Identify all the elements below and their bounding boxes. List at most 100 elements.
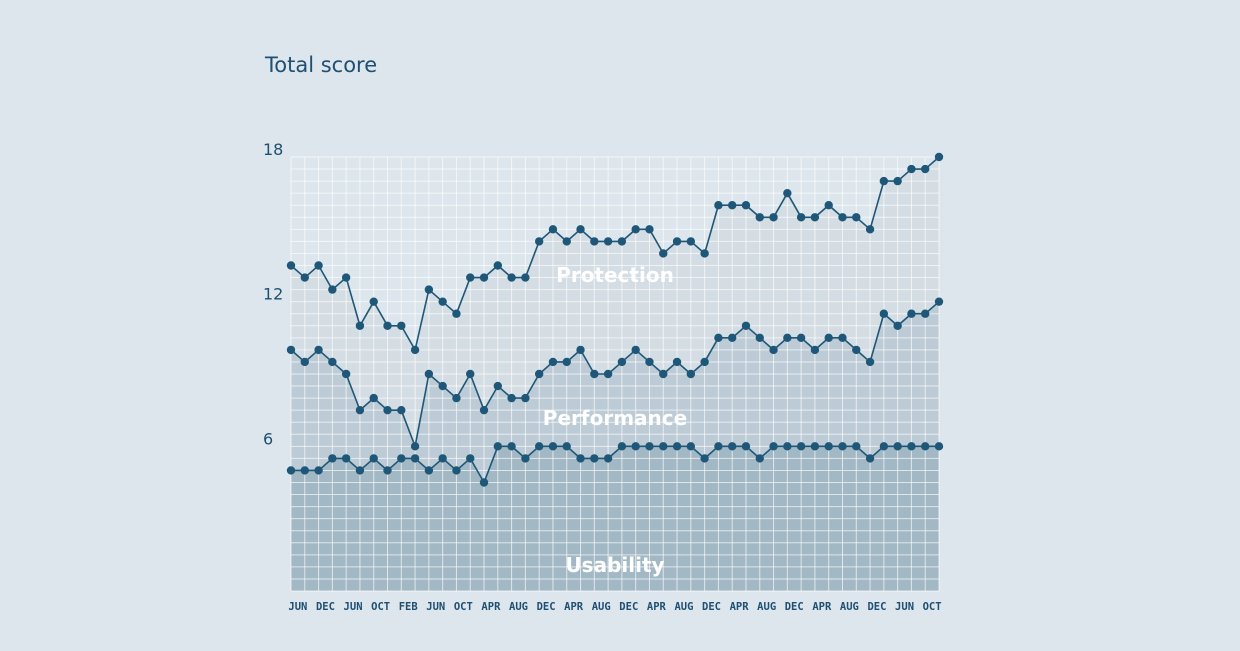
point-usability <box>548 442 558 451</box>
x-tick-label: JUN <box>344 601 363 613</box>
x-tick-label: APR <box>481 601 501 613</box>
band-labels: Protection Performance Usability <box>543 263 687 577</box>
point-performance <box>921 309 930 318</box>
point-usability <box>410 454 420 463</box>
x-tick-label: AUG <box>840 601 859 613</box>
point-performance <box>341 369 351 379</box>
point-usability <box>466 454 475 463</box>
y-tick-label: 6 <box>263 429 273 448</box>
point-performance <box>852 345 861 355</box>
point-performance <box>645 357 654 367</box>
point-usability <box>603 454 613 463</box>
point-usability <box>328 454 337 463</box>
point-usability <box>852 442 861 451</box>
point-protection <box>755 213 764 222</box>
point-protection <box>921 164 930 174</box>
point-performance <box>410 442 420 451</box>
point-protection <box>383 321 392 330</box>
point-usability <box>659 442 668 451</box>
point-performance <box>493 381 503 391</box>
point-performance <box>907 309 916 318</box>
point-usability <box>576 454 585 463</box>
point-performance <box>534 369 544 379</box>
point-performance <box>328 357 337 367</box>
point-usability <box>879 442 889 451</box>
point-performance <box>783 333 792 343</box>
point-usability <box>824 442 833 451</box>
point-protection <box>686 237 696 246</box>
point-performance <box>300 357 309 367</box>
point-protection <box>838 213 847 222</box>
point-performance <box>369 393 378 403</box>
point-performance <box>934 297 944 306</box>
point-usability <box>424 466 434 475</box>
point-usability <box>562 442 571 451</box>
point-usability <box>700 454 709 463</box>
x-tick-label: FEB <box>399 601 418 613</box>
point-protection <box>507 273 516 282</box>
point-protection <box>714 201 723 210</box>
point-usability <box>631 442 640 451</box>
point-protection <box>617 237 627 246</box>
point-usability <box>921 442 930 451</box>
point-performance <box>631 345 640 355</box>
point-protection <box>796 213 806 222</box>
point-performance <box>603 369 613 379</box>
x-axis-ticks: JUN DEC JUN OCT FEB JUN OCT APR AUG DEC APR AUG DEC A… <box>288 601 941 613</box>
point-usability <box>907 442 916 451</box>
x-tick-label: OCT <box>923 601 942 613</box>
point-protection <box>341 273 351 282</box>
x-tick-label: DEC <box>702 601 721 613</box>
x-tick-label: AUG <box>757 601 776 613</box>
point-usability <box>534 442 544 451</box>
point-protection <box>865 225 875 234</box>
point-usability <box>438 454 447 463</box>
point-usability <box>769 442 778 451</box>
point-usability <box>783 442 792 451</box>
band-label-protection: Protection <box>556 263 674 287</box>
point-performance <box>672 357 682 367</box>
point-protection <box>314 261 323 270</box>
point-performance <box>576 345 585 355</box>
point-usability <box>672 442 682 451</box>
point-performance <box>424 369 434 379</box>
point-protection <box>410 345 420 355</box>
x-tick-label: OCT <box>454 601 473 613</box>
point-performance <box>824 333 833 343</box>
point-usability <box>796 442 806 451</box>
point-protection <box>521 273 530 282</box>
x-tick-label: AUG <box>674 601 693 613</box>
point-protection <box>783 188 792 198</box>
point-usability <box>383 466 392 475</box>
point-performance <box>865 357 875 367</box>
point-protection <box>534 237 544 246</box>
point-performance <box>755 333 764 343</box>
point-protection <box>769 213 778 222</box>
point-protection <box>893 176 902 186</box>
point-performance <box>314 345 323 355</box>
point-performance <box>796 333 806 343</box>
x-tick-label: APR <box>730 601 750 613</box>
point-usability <box>645 442 654 451</box>
point-performance <box>452 393 461 403</box>
point-usability <box>755 454 764 463</box>
point-performance <box>879 309 889 318</box>
point-performance <box>686 369 696 379</box>
point-protection <box>810 213 820 222</box>
point-usability <box>617 442 627 451</box>
point-protection <box>452 309 461 318</box>
y-tick-label: 18 <box>263 140 283 159</box>
x-tick-label: DEC <box>537 601 556 613</box>
x-tick-label: APR <box>564 601 584 613</box>
point-usability <box>397 454 406 463</box>
point-protection <box>741 201 751 210</box>
point-usability <box>521 454 530 463</box>
point-protection <box>369 297 378 306</box>
point-usability <box>714 442 723 451</box>
point-usability <box>865 454 875 463</box>
point-usability <box>741 442 751 451</box>
point-performance <box>507 393 516 403</box>
x-tick-label: JUN <box>895 601 914 613</box>
point-usability <box>452 466 461 475</box>
point-performance <box>617 357 627 367</box>
